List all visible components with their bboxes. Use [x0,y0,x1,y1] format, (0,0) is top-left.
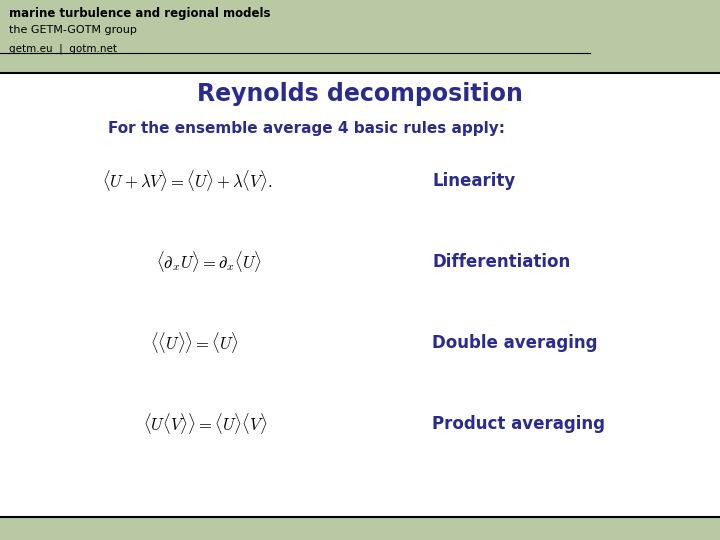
Text: $\langle U\langle V \rangle\rangle = \langle U \rangle\langle V \rangle$: $\langle U\langle V \rangle\rangle = \la… [143,411,267,436]
Text: getm.eu  |  gotm.net: getm.eu | gotm.net [9,43,117,54]
Text: Linearity: Linearity [432,172,516,190]
Text: Product averaging: Product averaging [432,415,605,433]
Bar [0,0,720,73]
Text: the GETM-GOTM group: the GETM-GOTM group [9,25,137,35]
Text: $\langle U + \lambda V \rangle = \langle U \rangle + \lambda\langle V \rangle.$: $\langle U + \lambda V \rangle = \langle… [102,168,272,193]
Text: $\langle\langle U \rangle\rangle = \langle U \rangle$: $\langle\langle U \rangle\rangle = \lang… [150,330,239,355]
Text: For the ensemble average 4 basic rules apply:: For the ensemble average 4 basic rules a… [108,121,505,136]
Text: Reynolds decomposition: Reynolds decomposition [197,83,523,106]
Bar [0,517,720,540]
Text: marine turbulence and regional models: marine turbulence and regional models [9,7,270,20]
Text: Differentiation: Differentiation [432,253,570,271]
Text: $\langle \partial_x U \rangle = \partial_x \langle U \rangle$: $\langle \partial_x U \rangle = \partial… [156,249,262,274]
Text: Double averaging: Double averaging [432,334,598,352]
